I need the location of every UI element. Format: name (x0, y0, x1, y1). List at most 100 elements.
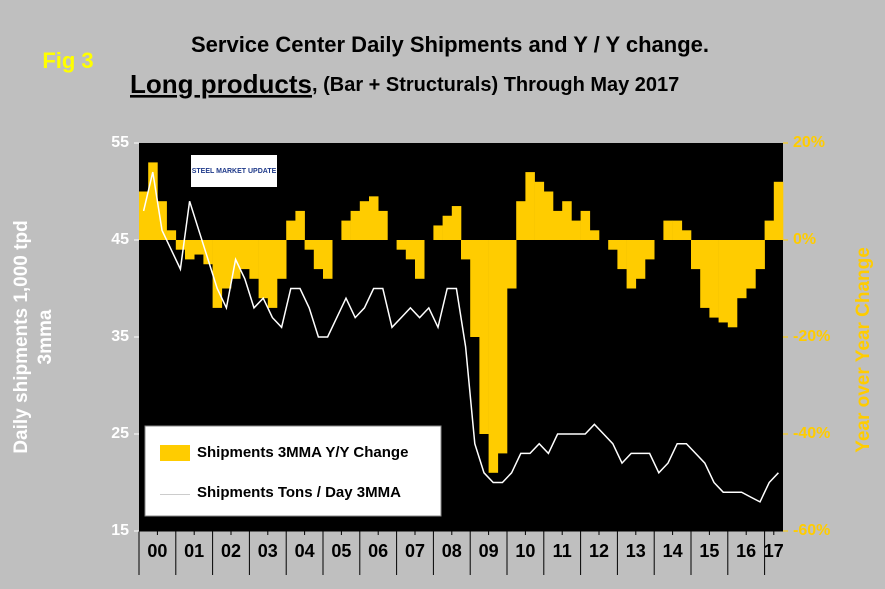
y2-tick-label: -40% (793, 425, 830, 442)
x-tick-label: 08 (442, 541, 462, 561)
y-tick-label: 15 (111, 522, 129, 539)
x-tick-label: 06 (368, 541, 388, 561)
bar (553, 210, 563, 240)
x-tick-label: 03 (258, 541, 278, 561)
bar (258, 240, 269, 299)
bar (534, 181, 545, 240)
bar (617, 240, 627, 270)
bar (313, 240, 324, 270)
x-tick-label: 07 (405, 541, 425, 561)
bar (286, 220, 296, 240)
bar (691, 240, 701, 270)
x-tick-label: 05 (331, 541, 351, 561)
x-tick-label: 10 (515, 541, 535, 561)
bar (157, 201, 167, 240)
legend-label: Shipments 3MMA Y/Y Change (197, 444, 408, 461)
bar (378, 210, 388, 240)
y-axis-title: 3mma (35, 309, 56, 364)
y-tick-label: 45 (111, 231, 129, 248)
bar (396, 240, 407, 250)
x-tick-label: 09 (479, 541, 499, 561)
y-tick-label: 25 (111, 425, 129, 442)
bar (709, 240, 719, 318)
bar (507, 240, 517, 289)
bar (746, 240, 756, 289)
bar (451, 206, 462, 240)
bar (185, 240, 195, 260)
bar (525, 172, 535, 240)
line (142, 171, 779, 503)
bar (304, 240, 315, 250)
x-tick-label: 02 (221, 541, 241, 561)
bar (635, 240, 646, 279)
bar (645, 240, 655, 260)
bar (580, 210, 591, 240)
subtitle-rest: , (Bar + Structurals) Through May 2017 (312, 74, 679, 96)
legend (144, 425, 442, 517)
bar (240, 240, 250, 270)
y-axis-title: Daily shipments 1,000 tpd (11, 220, 32, 453)
bar (488, 240, 499, 473)
x-tick-label: 16 (736, 541, 756, 561)
bar (359, 201, 370, 240)
y-tick-label: 35 (111, 328, 129, 345)
bar (608, 240, 618, 250)
bar (194, 240, 204, 255)
bar (700, 240, 710, 308)
bar (461, 240, 471, 260)
x-tick-label: 11 (553, 541, 572, 561)
bar (221, 240, 232, 289)
x-tick-label: 13 (626, 541, 646, 561)
bar (139, 191, 149, 240)
bar (755, 240, 765, 270)
bar (773, 181, 784, 240)
y2-tick-label: -60% (793, 522, 830, 539)
bar (589, 230, 600, 240)
fig-label: Fig 3 (42, 48, 93, 73)
bar (672, 220, 683, 240)
bar (727, 240, 738, 328)
subtitle-emphasis: Long products (130, 69, 312, 99)
bar (212, 240, 223, 308)
y2-tick-label: -20% (793, 328, 830, 345)
bar (323, 240, 333, 279)
bar (681, 230, 692, 240)
bar (277, 240, 287, 279)
plot (139, 162, 784, 503)
bar (267, 240, 278, 308)
bar (764, 220, 775, 240)
bar (295, 210, 305, 240)
legend-label: Shipments Tons / Day 3MMA (197, 484, 401, 501)
bar (479, 240, 489, 434)
bar (341, 220, 351, 240)
bar (350, 210, 361, 240)
bar (516, 201, 526, 240)
bar (369, 196, 379, 240)
bar (249, 240, 259, 279)
bar (543, 191, 554, 240)
bar (663, 220, 673, 240)
y2-axis-title: Year over Year Change (853, 247, 874, 453)
bar (497, 240, 508, 454)
bar (148, 162, 158, 240)
bar (718, 240, 729, 323)
bar (442, 215, 453, 240)
logo: STEEL MARKET UPDATE (192, 168, 277, 175)
x-tick-label: 00 (147, 541, 167, 561)
x-tick-label: 01 (184, 541, 204, 561)
y2-tick-label: 20% (793, 134, 825, 151)
bar (175, 240, 186, 250)
bar (737, 240, 747, 299)
bar (415, 240, 425, 279)
bar (626, 240, 637, 289)
chart-title: Service Center Daily Shipments and Y / Y… (191, 32, 709, 57)
x-tick-label: 12 (589, 541, 609, 561)
subtitle: Long products, (Bar + Structurals) Throu… (130, 69, 679, 99)
x-tick-label: 04 (295, 541, 315, 561)
bar (433, 225, 443, 240)
y-tick-label: 55 (111, 134, 129, 151)
logo-box (191, 155, 277, 187)
x-tick-label: 15 (699, 541, 719, 561)
legend-swatch (160, 445, 190, 461)
bar (203, 240, 213, 265)
